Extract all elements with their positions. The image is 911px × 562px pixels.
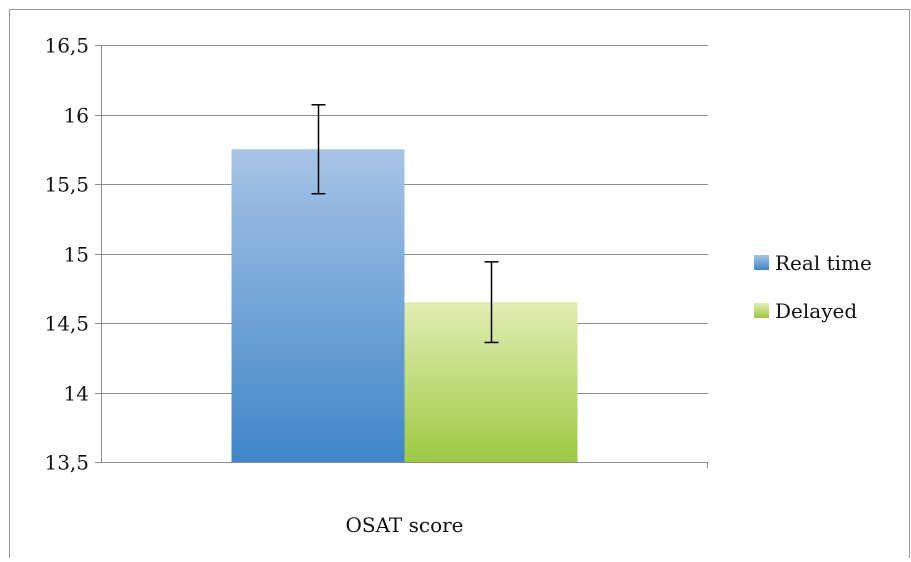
- y-tick-label: 13,5: [44, 451, 89, 475]
- y-tick-label: 16,5: [44, 34, 89, 58]
- axes: [95, 45, 708, 468]
- legend-label: Delayed: [775, 299, 857, 323]
- error-bars: [311, 104, 499, 344]
- legend: Real time Delayed: [754, 251, 872, 323]
- legend-label: Real time: [775, 251, 872, 275]
- x-category-label: OSAT score: [345, 513, 463, 537]
- y-tick-label: 14,5: [44, 312, 89, 336]
- legend-swatch: [754, 255, 769, 270]
- y-tick-label: 15: [64, 243, 89, 267]
- tick-labels: 13,5 14 14,5 15 15,5 16 16,5 OSAT score: [44, 34, 463, 538]
- y-tick-label: 14: [64, 382, 89, 406]
- bar-real-time: [231, 149, 405, 462]
- y-tick-label: 16: [64, 104, 89, 128]
- y-tick-label: 15,5: [44, 173, 89, 197]
- legend-swatch: [754, 303, 769, 318]
- chart-frame: [9, 9, 910, 562]
